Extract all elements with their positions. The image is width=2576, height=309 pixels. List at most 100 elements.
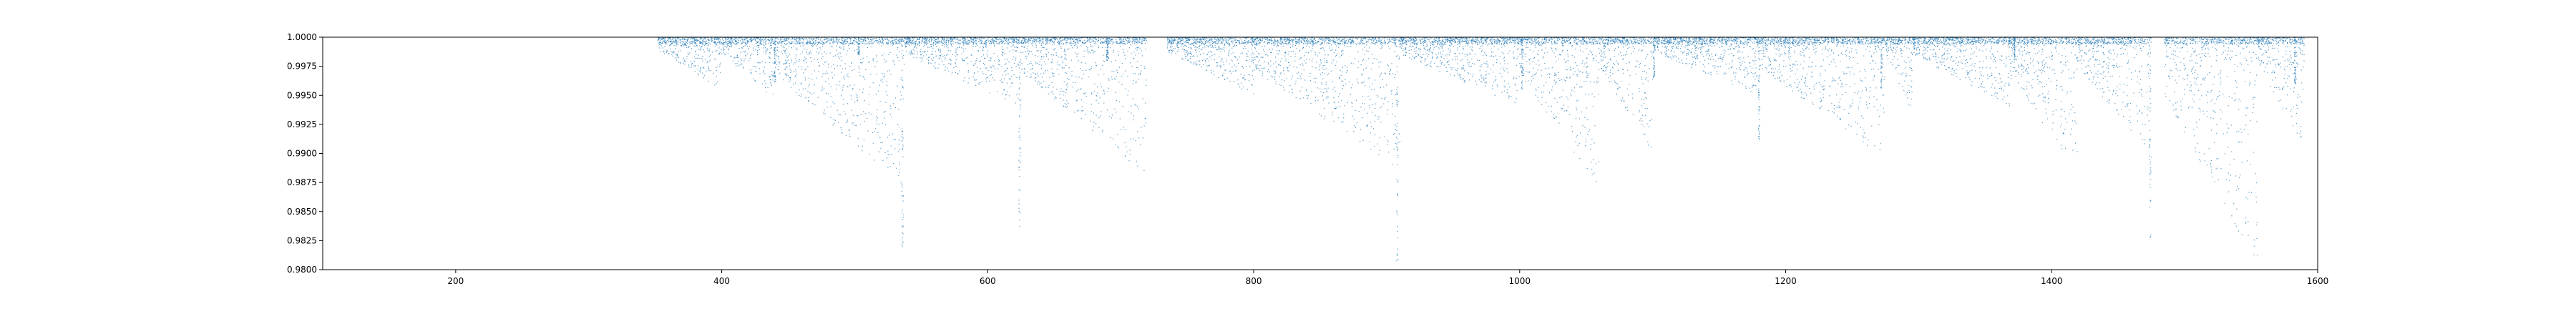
data-point (1046, 39, 1048, 41)
data-point (1065, 41, 1067, 43)
data-point (1136, 38, 1138, 39)
data-point (693, 37, 695, 39)
data-point (1228, 52, 1229, 54)
data-point (1032, 43, 1033, 44)
data-point (786, 62, 787, 64)
data-point (1051, 54, 1053, 56)
data-point (1381, 106, 1382, 107)
data-point (801, 41, 802, 43)
data-point (857, 138, 859, 139)
data-point (816, 77, 817, 79)
data-point (1234, 70, 1236, 72)
data-point (849, 66, 851, 67)
data-point (738, 39, 739, 41)
data-point (907, 41, 909, 42)
data-point (713, 42, 715, 44)
data-point (1169, 40, 1171, 41)
data-point (1169, 39, 1171, 41)
data-point (1103, 102, 1105, 104)
data-point (789, 42, 791, 44)
data-point (1001, 66, 1002, 67)
data-point (1242, 67, 1244, 69)
data-point (662, 41, 663, 43)
data-point (854, 124, 856, 126)
data-point (884, 152, 886, 154)
data-point (881, 37, 882, 39)
data-point (1208, 64, 1209, 66)
data-point (1200, 39, 1201, 41)
data-point (847, 38, 849, 39)
data-point (1013, 44, 1014, 46)
data-point (1141, 41, 1143, 42)
data-point (1218, 39, 1219, 40)
data-point (1249, 66, 1251, 67)
data-point (919, 41, 920, 44)
data-point (697, 40, 698, 41)
data-point (738, 61, 740, 62)
data-point (950, 41, 952, 43)
data-point (692, 38, 693, 39)
data-point (995, 37, 997, 39)
data-point (1195, 46, 1196, 48)
data-point (1221, 41, 1223, 44)
data-point (1372, 128, 1375, 129)
data-point (826, 38, 828, 39)
data-point (1385, 73, 1386, 74)
data-point (1289, 64, 1291, 66)
data-point (937, 37, 939, 39)
data-point (1076, 90, 1078, 92)
data-point (967, 42, 969, 44)
data-point (1274, 73, 1276, 74)
data-point (1185, 38, 1186, 39)
data-point (794, 37, 796, 39)
data-point (799, 37, 801, 39)
data-point (829, 52, 831, 54)
data-point (1172, 39, 1174, 41)
data-point (1139, 48, 1141, 49)
data-point (843, 84, 844, 86)
data-point (1048, 39, 1050, 41)
data-point (1201, 41, 1203, 42)
data-point (661, 42, 663, 44)
data-point (746, 42, 748, 44)
data-point (953, 36, 955, 39)
data-point (1086, 50, 1088, 52)
data-point (1216, 39, 1218, 41)
data-point (964, 37, 965, 39)
data-point (834, 68, 836, 69)
data-points (657, 36, 2305, 262)
data-point (765, 37, 766, 39)
data-point (811, 61, 812, 62)
data-point (1307, 97, 1309, 99)
data-point (1324, 116, 1326, 117)
data-point (760, 42, 761, 44)
data-point (1192, 43, 1194, 44)
data-point (701, 41, 702, 44)
data-point (1382, 79, 1384, 81)
data-point (1345, 39, 1347, 41)
data-point (696, 37, 698, 39)
data-point (957, 54, 959, 56)
data-point (931, 37, 932, 39)
data-point (690, 42, 691, 44)
data-point (802, 42, 804, 44)
data-point (827, 38, 829, 39)
data-point (1317, 99, 1319, 101)
data-point (1043, 81, 1045, 82)
data-point (1199, 42, 1200, 44)
data-point (1257, 52, 1259, 54)
data-point (753, 49, 754, 51)
data-point (691, 48, 693, 49)
data-point (1051, 82, 1053, 83)
data-point (1363, 81, 1365, 82)
data-point (885, 39, 887, 40)
data-point (745, 43, 746, 44)
data-point (675, 39, 677, 41)
data-point (900, 39, 902, 40)
data-point (686, 41, 688, 43)
data-point (1080, 110, 1082, 112)
data-point (786, 62, 788, 64)
data-point (1361, 82, 1362, 84)
data-point (1396, 92, 1397, 94)
data-point (963, 80, 965, 82)
